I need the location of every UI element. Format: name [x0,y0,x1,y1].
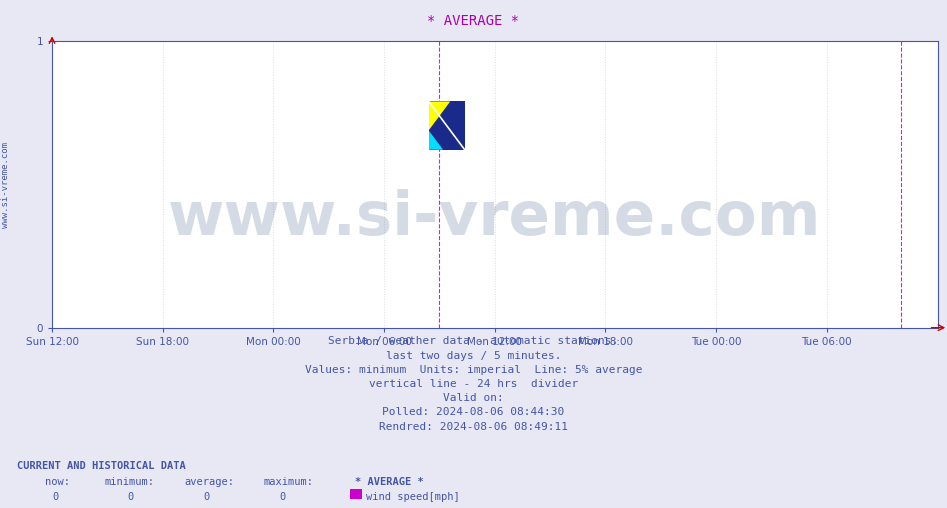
Text: last two days / 5 minutes.: last two days / 5 minutes. [385,351,562,361]
Text: 0: 0 [204,492,210,502]
Polygon shape [429,102,450,131]
Text: 0: 0 [52,492,59,502]
Polygon shape [429,131,443,150]
Text: minimum:: minimum: [104,477,154,487]
Text: average:: average: [185,477,235,487]
Text: Serbia / weather data - automatic stations.: Serbia / weather data - automatic statio… [329,336,618,346]
Text: wind speed[mph]: wind speed[mph] [366,492,459,502]
Text: www.si-vreme.com: www.si-vreme.com [1,142,10,229]
Text: maximum:: maximum: [263,477,313,487]
Text: now:: now: [45,477,70,487]
Text: * AVERAGE *: * AVERAGE * [355,477,424,487]
Text: Rendred: 2024-08-06 08:49:11: Rendred: 2024-08-06 08:49:11 [379,422,568,432]
Text: Valid on:: Valid on: [443,393,504,403]
Text: Polled: 2024-08-06 08:44:30: Polled: 2024-08-06 08:44:30 [383,407,564,418]
Text: vertical line - 24 hrs  divider: vertical line - 24 hrs divider [369,379,578,389]
Text: Values: minimum  Units: imperial  Line: 5% average: Values: minimum Units: imperial Line: 5%… [305,365,642,375]
Polygon shape [429,102,465,150]
Text: 0: 0 [128,492,134,502]
Text: CURRENT AND HISTORICAL DATA: CURRENT AND HISTORICAL DATA [17,461,186,471]
Text: * AVERAGE *: * AVERAGE * [427,14,520,28]
Text: www.si-vreme.com: www.si-vreme.com [168,189,822,248]
Text: 0: 0 [279,492,286,502]
